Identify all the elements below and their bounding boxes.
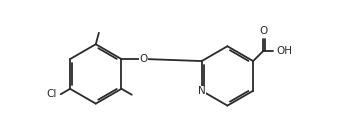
- Text: Cl: Cl: [46, 89, 56, 99]
- Text: O: O: [139, 54, 147, 64]
- Text: OH: OH: [276, 46, 292, 56]
- Text: O: O: [260, 26, 268, 36]
- Text: N: N: [198, 86, 205, 96]
